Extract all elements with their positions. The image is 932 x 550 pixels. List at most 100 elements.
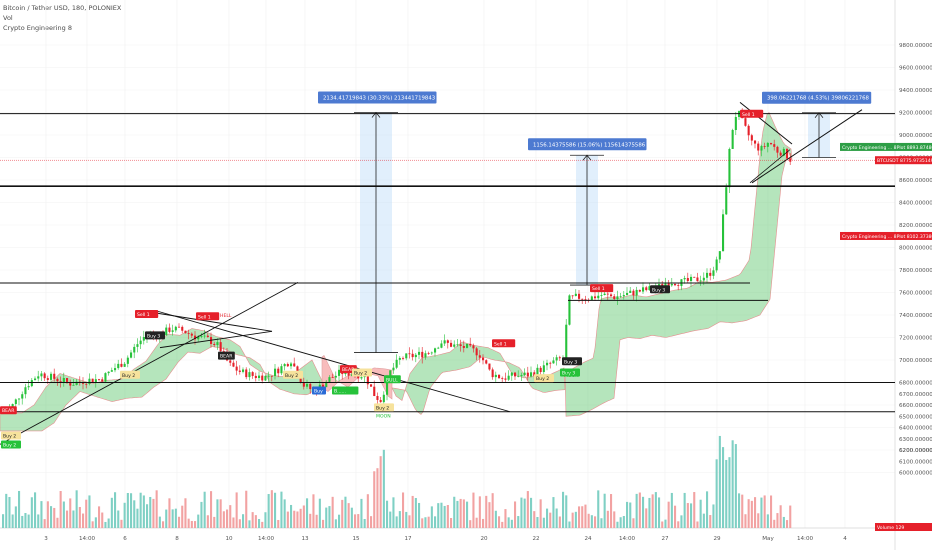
candle-body <box>555 357 558 361</box>
signal-label: Sell 1 <box>198 314 211 320</box>
signal-label: BULL <box>386 377 398 383</box>
candle-body <box>110 370 113 372</box>
volume-bar <box>699 499 702 528</box>
candle-body <box>280 366 283 374</box>
candle-body <box>520 375 523 377</box>
candle-body <box>552 360 555 364</box>
candle-body <box>616 296 619 300</box>
price-tick-label: 7800.00000000 <box>899 268 932 274</box>
candle-body <box>424 353 427 358</box>
signal-label: Buy 3 <box>564 359 577 365</box>
candle-body <box>85 383 88 385</box>
candle-body <box>190 333 193 336</box>
signal-label: MOON <box>376 413 391 419</box>
candle-body <box>24 387 27 395</box>
candle-body <box>501 378 504 379</box>
volume-bar <box>603 493 606 528</box>
volume-bar <box>773 519 776 528</box>
volume-bar <box>677 521 680 528</box>
volume-bar <box>30 497 33 528</box>
candle-body <box>530 372 533 377</box>
volume-bar <box>270 490 273 528</box>
candle-body <box>610 294 613 297</box>
volume-bar <box>446 505 449 528</box>
candle-body <box>222 351 225 352</box>
time-tick-label: 3 <box>44 536 48 542</box>
volume-bar <box>485 495 488 528</box>
price-tick-label: 8000.00000000 <box>899 246 932 252</box>
candle-body <box>734 116 737 131</box>
volume-bar <box>571 512 574 528</box>
volume-bar <box>366 494 369 528</box>
price-tick-label: 6200.00000000 <box>899 448 932 454</box>
price-tick-label: 9400.00000000 <box>899 88 932 94</box>
time-tick-label: 10 <box>225 536 233 542</box>
volume-bar <box>434 516 437 528</box>
volume-bar <box>312 494 315 528</box>
candle-body <box>437 347 440 349</box>
volume-bar <box>395 516 398 528</box>
candle-body <box>59 381 62 383</box>
price-tag-label: Crypto Engineering ... 8Plot 8893.874806… <box>842 145 932 151</box>
volume-bar <box>651 494 654 528</box>
volume-bar <box>197 514 200 528</box>
candle-body <box>786 148 789 159</box>
volume-bar <box>133 500 136 528</box>
price-tag-label: BTCUSDT 8775.97351490 <box>877 158 932 164</box>
signal-label: Sell 1 <box>137 312 150 318</box>
volume-bar <box>203 491 206 528</box>
candle-body <box>142 337 145 341</box>
volume-bar <box>763 495 766 528</box>
candle-body <box>350 374 353 376</box>
candle-body <box>715 259 718 271</box>
time-tick-label: 13 <box>301 536 309 542</box>
candle-body <box>306 383 309 387</box>
candle-body <box>722 214 725 252</box>
price-tick-label: 6000.00000000 <box>899 471 932 477</box>
time-tick-label: 15 <box>352 536 360 542</box>
signal-label: Buy 3 <box>147 333 160 339</box>
time-axis[interactable]: 3 14:00 6 8 10 14:00 13 15 17 20 22 24 14:00 27 29 May 1… <box>44 536 847 542</box>
volume-bar <box>613 511 616 528</box>
candle-body <box>379 399 382 403</box>
volume-bar <box>600 518 603 528</box>
volume-bar <box>152 498 155 528</box>
candle-body <box>427 353 430 355</box>
candle-body <box>414 354 417 358</box>
volume-bar <box>21 515 24 528</box>
volume-bar <box>242 514 245 528</box>
volume-bar <box>507 517 510 528</box>
volume-bar <box>462 499 465 528</box>
candle-body <box>629 290 632 293</box>
volume-bar <box>642 496 645 528</box>
signal-label: Sell 1 <box>592 286 605 292</box>
volume-bar <box>331 496 334 528</box>
volume-bar <box>34 492 37 528</box>
time-tick-label: 20 <box>480 536 488 542</box>
signal-badge <box>534 374 554 383</box>
volume-bar <box>56 517 59 528</box>
volume-bar <box>722 447 725 528</box>
candle-body <box>747 125 750 136</box>
candle-body <box>558 357 561 359</box>
indicator-legend-label: Crypto Engineering 8 <box>3 24 72 32</box>
volume-bar <box>219 499 222 528</box>
volume-bar <box>379 456 382 528</box>
volume-bar <box>382 449 385 528</box>
candle-body <box>709 272 712 276</box>
volume-bar <box>306 498 309 528</box>
price-axis[interactable]: 9800.00000000 9600.00000000 9400.00000000 9… <box>899 43 932 477</box>
signal-badge <box>384 375 401 384</box>
candle-body <box>760 146 763 151</box>
volume-bar <box>69 498 72 528</box>
volume-bar <box>578 506 581 528</box>
price-tick-label: 9200.00000000 <box>899 111 932 117</box>
volume-bar <box>325 507 328 528</box>
candle-body <box>498 374 501 379</box>
trend-line <box>159 330 273 349</box>
volume-bar <box>411 495 414 528</box>
candle-body <box>322 384 325 388</box>
candle-body <box>450 342 453 347</box>
